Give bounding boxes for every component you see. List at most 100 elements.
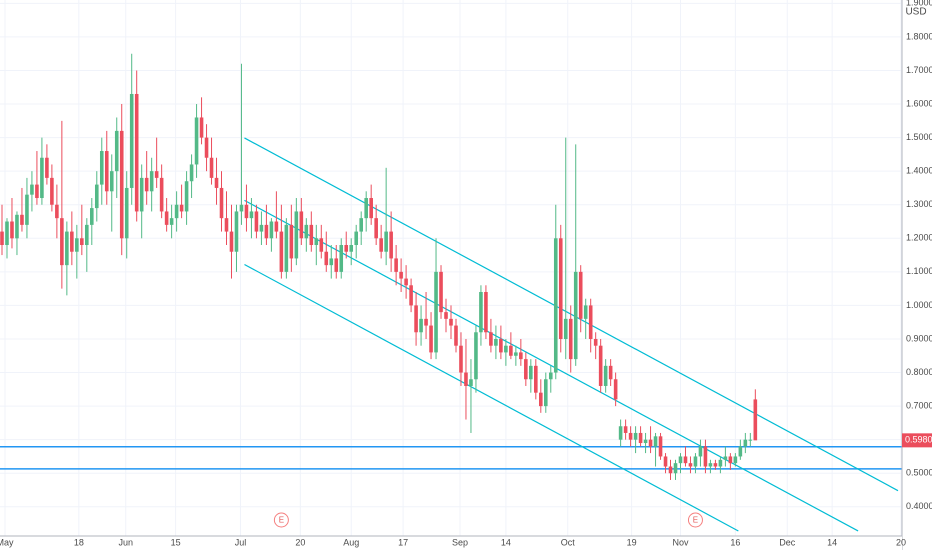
candle-body <box>354 231 359 246</box>
candle-body <box>449 318 453 326</box>
candle-body <box>229 231 234 252</box>
candle-body <box>638 432 643 444</box>
candle-body <box>708 463 713 467</box>
candle-body <box>80 238 84 246</box>
candle-body <box>454 325 458 346</box>
x-tick-label: 16 <box>730 537 740 547</box>
candle-body <box>279 231 284 272</box>
candle-body <box>294 211 299 259</box>
candle-body <box>548 372 553 380</box>
y-tick-label: 1.9000 <box>906 0 932 8</box>
earnings-marker <box>273 512 289 528</box>
candle-body <box>748 439 753 441</box>
candle-body <box>603 365 608 386</box>
candle-body <box>184 181 189 212</box>
candle-body <box>329 258 334 266</box>
candle-body <box>693 456 698 467</box>
candle-body <box>563 318 568 339</box>
candle-body <box>379 238 383 252</box>
candle-body <box>314 238 319 246</box>
candle-body <box>269 221 274 239</box>
last-price-tag <box>902 433 932 448</box>
candle-body <box>0 231 4 246</box>
candle-body <box>55 204 59 219</box>
candle-body <box>244 204 249 219</box>
candle-body <box>713 463 718 467</box>
candle-body <box>129 93 134 188</box>
candle-body <box>60 218 64 266</box>
candle-body <box>698 446 703 457</box>
y-tick-label: 0.7000 <box>906 400 932 410</box>
candle-body <box>204 137 209 158</box>
x-tick-label: 19 <box>627 537 637 547</box>
candle-body <box>648 439 653 447</box>
candle-body <box>89 208 94 225</box>
y-tick-label: 1.3000 <box>906 199 932 209</box>
candle-body <box>299 211 304 239</box>
trend-line <box>244 263 739 532</box>
candle-body <box>568 318 573 360</box>
y-tick-label: 1.1000 <box>906 266 932 276</box>
candle-body <box>109 171 114 192</box>
candle-body <box>164 211 169 225</box>
candle-body <box>504 345 508 353</box>
y-tick-label: 1.0000 <box>906 300 932 310</box>
candle-body <box>154 171 159 178</box>
candle-body <box>464 372 468 386</box>
candle-body <box>688 463 693 467</box>
candle-body <box>50 177 54 205</box>
candle-body <box>668 466 673 474</box>
candle-body <box>25 194 29 225</box>
x-tick-label: Jul <box>235 537 247 547</box>
candle-body <box>254 211 259 232</box>
candle-body <box>364 198 368 219</box>
candle-body <box>349 245 354 252</box>
candle-body <box>553 238 558 373</box>
candle-body <box>539 392 543 407</box>
candle-body <box>613 379 618 400</box>
candle-body <box>718 459 723 467</box>
candle-body <box>414 305 418 333</box>
y-tick-label: 1.7000 <box>906 65 932 75</box>
x-tick-label: Oct <box>561 537 576 547</box>
candle-body <box>653 436 658 447</box>
candle-body <box>99 151 104 185</box>
candle-body <box>264 224 269 239</box>
candle-body <box>474 332 478 380</box>
candle-body <box>519 352 523 360</box>
x-tick-label: 17 <box>398 537 408 547</box>
candle-body <box>404 278 408 286</box>
x-tick-label: Aug <box>343 537 359 547</box>
candle-body <box>409 285 413 306</box>
price-axis <box>902 0 932 550</box>
candle-body <box>583 305 588 319</box>
candle-body <box>359 218 363 232</box>
candle-body <box>199 117 204 138</box>
candle-body <box>189 164 194 182</box>
candle-body <box>524 359 528 380</box>
candle-body <box>673 463 678 474</box>
x-tick-label: Sep <box>452 537 468 547</box>
candle-body <box>588 305 593 339</box>
candle-body <box>623 426 628 433</box>
candle-body <box>424 318 428 326</box>
candle-body <box>469 379 473 386</box>
candle-body <box>489 332 493 346</box>
y-tick-label: 0.4000 <box>906 501 932 511</box>
candle-body <box>124 187 129 239</box>
candle-body <box>529 365 533 380</box>
x-tick-label: May <box>0 537 14 547</box>
y-tick-label: 1.5000 <box>906 132 932 142</box>
candle-body <box>578 271 583 319</box>
candle-body <box>389 231 393 259</box>
candle-body <box>104 151 109 192</box>
candle-body <box>169 218 174 225</box>
candle-body <box>179 204 184 212</box>
candle-body <box>384 231 388 252</box>
x-tick-label: Dec <box>779 537 796 547</box>
x-tick-label: 20 <box>896 537 906 547</box>
candle-body <box>284 224 289 272</box>
candle-body <box>628 432 633 440</box>
